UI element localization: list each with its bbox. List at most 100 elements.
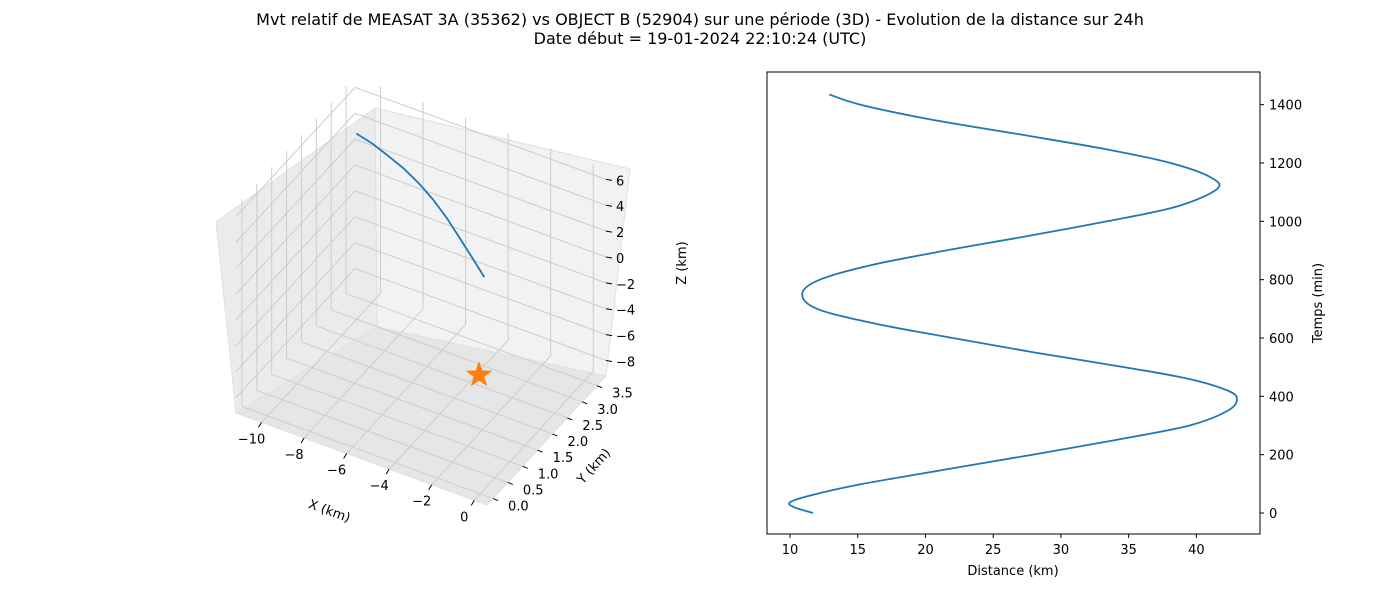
distance-line [788,93,1238,514]
x-tick-label: −4 [370,479,389,494]
y-tick-mark [552,433,558,437]
x-tick-label: −10 [238,432,265,447]
y-tick-mark [567,417,573,421]
y-tick-label: 1000 [1269,215,1302,230]
x-ticks-3d: −10 −8 −6 −4 −2 0 [238,422,475,525]
z-ticks-3d: 6 4 2 0 −2 −4 −6 −8 [605,174,635,370]
grid-line [235,216,356,347]
z-tick-mark [605,230,613,233]
z-tick-label: −6 [616,330,635,345]
grid-line [331,309,583,403]
y-tick-mark [522,465,528,469]
z-tick-label: 6 [616,174,624,189]
z-tick-mark [605,204,613,207]
y-tick-label: 0.5 [523,483,544,498]
y-tick-mark [596,385,603,389]
y-tick-label: 0.0 [508,500,529,515]
x-tick-label: 30 [1053,543,1070,558]
x-ticks-2d: 10 15 20 25 30 35 40 [782,534,1205,558]
x-tick-mark [343,453,348,459]
z-tick-label: −8 [616,355,635,370]
y-tick-label: 200 [1269,449,1294,464]
grid-line [235,112,356,243]
x-tick-label: 0 [460,510,468,525]
z-tick-label: 2 [616,226,624,241]
grid-3d [235,86,607,501]
y-tick-label: 1400 [1269,99,1302,114]
grid-line [256,389,508,483]
trajectory-line [355,132,486,278]
x-axis-label-2d: Distance (km) [967,564,1058,579]
axes-3d: −10 −8 −6 −4 −2 0 0.0 0.51.01.52.02.53.03.5 6 4… [215,86,690,526]
grid-line [271,373,523,467]
x-tick-label: 35 [1120,543,1137,558]
y-tick-mark [492,498,499,502]
y-tick-label: 1200 [1269,157,1302,172]
x-tick-mark [385,468,390,475]
y-axis-label-3d: Y (km) [574,446,614,488]
grid-line [354,86,607,180]
grid-line [316,325,568,419]
pane-floor [234,326,607,506]
grid-line [354,112,607,206]
grid-line [261,293,381,423]
z-tick-mark [605,334,613,337]
x-tick-mark [470,500,475,506]
y-tick-label: 0 [1269,507,1277,522]
z-tick-mark [605,359,613,362]
y-tick-mark [582,401,588,405]
z-tick-label: 4 [616,200,624,215]
grid-line [235,242,356,372]
y-axis-label-2d: Temps (min) [1311,263,1326,344]
x-tick-label: 20 [917,543,934,558]
grid-line [473,370,594,501]
x-tick-mark [258,422,262,428]
y-tick-label: 800 [1269,274,1294,289]
grid-line [346,324,466,454]
grid-line [301,341,553,435]
z-tick-mark [605,256,613,259]
grid-line [286,357,538,451]
figure-title: Mvt relatif de MEASAT 3A (35362) vs OBJE… [256,10,1144,29]
x-tick-mark [300,437,305,444]
grid-line [235,138,356,269]
x-tick-label: 15 [849,543,866,558]
x-tick-label: −8 [284,448,303,463]
x-tick-label: −6 [327,464,346,479]
grid-line [235,268,356,398]
figure-subtitle: Date début = 19-01-2024 22:10:24 (UTC) [534,29,867,48]
grid-line [388,339,509,470]
grid-line [431,355,552,486]
x-tick-label: 40 [1188,543,1205,558]
grid-line [303,308,424,439]
y-ticks-3d: 0.0 0.51.01.52.02.53.03.5 [492,385,633,515]
grid-line [241,406,494,500]
y-tick-label: 3.0 [597,403,618,418]
axes-2d: 10 15 20 25 30 35 40 0 200 400 600 800 1000 1200 1400… [766,71,1326,579]
y-tick-label: 1.5 [553,451,574,466]
grid-line [354,190,607,284]
x-tick-label: 25 [985,543,1002,558]
grid-line [354,216,607,310]
z-tick-mark [605,282,613,285]
x-tick-label: 10 [782,543,799,558]
x-tick-mark [428,484,433,490]
z-tick-mark [605,308,613,311]
z-tick-label: 0 [616,252,624,267]
y-tick-mark [537,449,543,453]
x-tick-label: −2 [412,495,431,510]
star-marker [465,361,493,387]
y-tick-label: 2.5 [582,419,603,434]
grid-line [235,87,356,217]
y-tick-label: 600 [1269,332,1294,347]
grid-line [354,242,607,336]
grid-line [354,138,607,232]
z-tick-label: −2 [616,278,635,293]
y-tick-label: 400 [1269,390,1294,405]
y-tick-label: 3.5 [612,387,633,402]
x-axis-label-3d: X (km) [306,497,352,526]
trajectory-3d [355,132,493,387]
grid-line [354,268,607,361]
grid-line [354,164,607,258]
